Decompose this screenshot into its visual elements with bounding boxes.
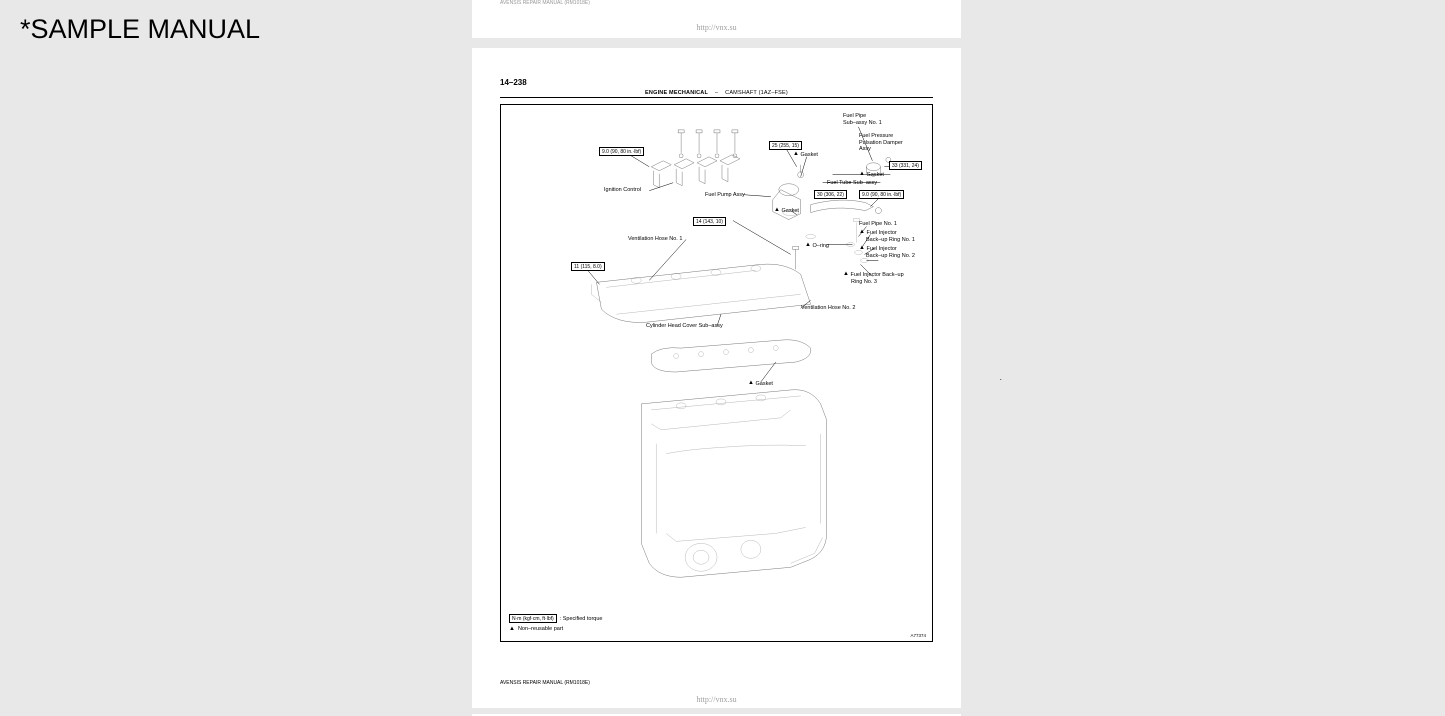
- stray-dot: .: [999, 372, 1002, 382]
- diagram-frame: Fuel Pipe Sub–assy No. 1 Fuel Pressure P…: [500, 104, 933, 642]
- label-ignition-control: Ignition Control: [604, 187, 641, 194]
- label-fuel-tube-sub: Fuel Tube Sub–assy: [827, 180, 877, 187]
- label-ring-3: Ring No. 3: [851, 279, 877, 286]
- label-fuel-pressure-damper: Fuel Pressure Pulsation Damper Assy: [859, 133, 903, 153]
- legend-torque-box: N·m (kgf·cm, ft·lbf): [509, 614, 557, 623]
- label-gasket-2: ▲ Gasket: [859, 171, 884, 179]
- header-sep: –: [715, 90, 718, 96]
- label-fuel-inj-backup: ▲ Fuel Injector Back–up: [843, 271, 904, 279]
- label-gasket-3: ▲ Gasket: [774, 207, 799, 215]
- torque-6: 14 (143, 10): [693, 217, 726, 226]
- label-fuel-pipe-1: Fuel Pipe No. 1: [859, 221, 897, 228]
- header-rule: ENGINE MECHANICAL – CAMSHAFT (1AZ–FSE): [500, 90, 933, 98]
- torque-4: 30 (306, 22): [814, 190, 847, 199]
- label-fuel-pipe-sub: Fuel Pipe Sub–assy No. 1: [843, 113, 882, 126]
- legend-torque: N·m (kgf·cm, ft·lbf) : Specified torque: [509, 614, 602, 623]
- label-gasket-4: ▲ Gasket: [748, 380, 773, 388]
- triangle-icon: ▲: [509, 626, 515, 632]
- label-fuel-injector-1: ▲ Fuel Injector: [859, 229, 897, 237]
- page-content: 14–238 ENGINE MECHANICAL – CAMSHAFT (1AZ…: [472, 48, 961, 652]
- legend-torque-label: : Specified torque: [560, 616, 603, 622]
- page-footer: AVENSIS REPAIR MANUAL (RM1018E): [500, 680, 590, 686]
- legend-nonreusable: ▲ Non–reusable part: [509, 626, 602, 632]
- previous-page-stub: AVENSIS REPAIR MANUAL (RM1018E) http://v…: [472, 0, 961, 38]
- label-fuel-injector-2: ▲ Fuel Injector: [859, 245, 897, 253]
- header-subsection: CAMSHAFT (1AZ–FSE): [725, 90, 788, 96]
- label-gasket-1: ▲ Gasket: [793, 151, 818, 159]
- label-vent-hose-1: Ventilation Hose No. 1: [628, 236, 682, 243]
- torque-1: 9.0 (90, 80 in.·lbf): [599, 147, 644, 156]
- sample-watermark: *SAMPLE MANUAL: [20, 14, 260, 45]
- label-fuel-pump: Fuel Pump Assy: [705, 192, 745, 199]
- torque-7: 11 (115, 8.0): [571, 262, 605, 271]
- torque-5: 9.0 (90, 80 in.·lbf): [859, 190, 904, 199]
- stub-footer-text: AVENSIS REPAIR MANUAL (RM1018E): [500, 0, 590, 6]
- legend: N·m (kgf·cm, ft·lbf) : Specified torque …: [509, 614, 602, 635]
- page-number: 14–238: [500, 78, 933, 87]
- stub-url: http://vnx.su: [696, 23, 736, 32]
- label-cyl-head-cover: Cylinder Head Cover Sub–assy: [646, 323, 723, 330]
- torque-2: 25 (255, 15): [769, 141, 802, 150]
- label-o-ring: ▲ O–ring: [805, 242, 829, 250]
- header-section: ENGINE MECHANICAL: [645, 90, 708, 96]
- legend-nonreusable-text: Non–reusable part: [518, 626, 563, 632]
- label-backup-2: Back–up Ring No. 2: [866, 253, 915, 260]
- label-backup-1: Back–up Ring No. 1: [866, 237, 915, 244]
- header-text: ENGINE MECHANICAL – CAMSHAFT (1AZ–FSE): [500, 90, 933, 96]
- torque-3: 33 (331, 24): [889, 161, 922, 170]
- ref-code: A77374: [910, 633, 926, 638]
- page-footer-url: http://vnx.su: [696, 695, 736, 704]
- label-vent-hose-2: Ventilation Hose No. 2: [801, 305, 855, 312]
- manual-page: 14–238 ENGINE MECHANICAL – CAMSHAFT (1AZ…: [472, 48, 961, 708]
